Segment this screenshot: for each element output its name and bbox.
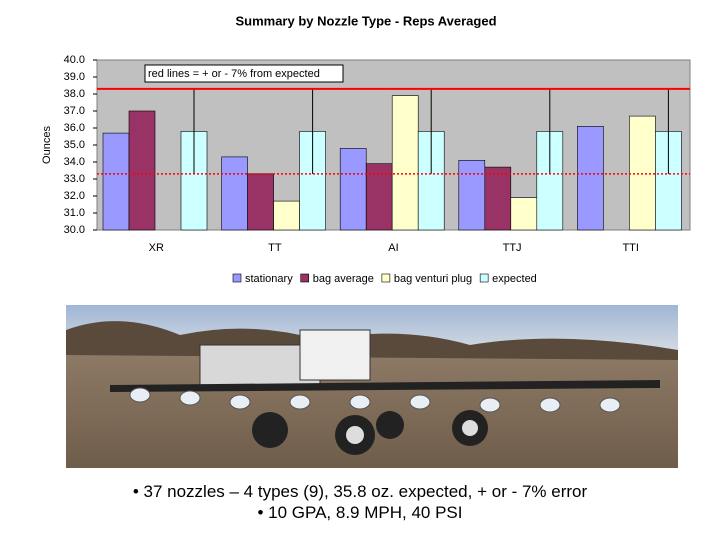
legend-swatch [479, 273, 489, 283]
y-axis-label: Ounces [41, 126, 53, 164]
legend-label: stationary [245, 273, 293, 285]
bar [458, 160, 486, 231]
bar [484, 166, 512, 231]
x-tick-label: TTJ [503, 242, 522, 254]
bar [391, 95, 419, 231]
bar [273, 200, 300, 231]
legend-swatch [381, 273, 391, 283]
x-tick-label: AI [388, 242, 398, 254]
bar [247, 173, 274, 231]
y-tick-label: 30.0 [64, 224, 85, 236]
legend-swatch [232, 273, 242, 283]
x-tick-label: TTI [622, 242, 639, 254]
y-tick-label: 37.0 [64, 105, 85, 117]
legend-label: expected [492, 273, 537, 285]
legend-swatch [300, 273, 310, 283]
caption-line: • 37 nozzles – 4 types (9), 35.8 oz. exp… [132, 482, 588, 501]
bar [339, 148, 367, 231]
x-tick-label: XR [149, 242, 164, 254]
y-tick-label: 38.0 [64, 88, 85, 100]
caption-line: • 10 GPA, 8.9 MPH, 40 PSI [257, 503, 463, 522]
legend-label: bag average [313, 273, 374, 285]
annotation-box [144, 64, 344, 83]
y-tick-label: 36.0 [64, 122, 85, 134]
y-tick-label: 31.0 [64, 207, 85, 219]
bar [128, 110, 156, 231]
chart: Summary by Nozzle Type - Reps Averaged O… [41, 13, 691, 285]
chart-title: Summary by Nozzle Type - Reps Averaged [235, 13, 496, 28]
y-tick-label: 39.0 [64, 71, 85, 83]
y-tick-label: 33.0 [64, 173, 85, 185]
annotation: red lines = + or - 7% from expected [148, 68, 320, 80]
bar [102, 132, 130, 231]
legend-label: bag venturi plug [394, 273, 472, 285]
bar [510, 197, 538, 231]
x-tick-label: TT [268, 242, 282, 254]
y-tick-label: 40.0 [64, 54, 85, 66]
y-tick-label: 32.0 [64, 190, 85, 202]
bar [221, 156, 248, 231]
bar [577, 126, 604, 231]
y-tick-label: 35.0 [64, 139, 85, 151]
bar [629, 115, 656, 231]
y-tick-label: 34.0 [64, 156, 85, 168]
bar [365, 163, 393, 231]
